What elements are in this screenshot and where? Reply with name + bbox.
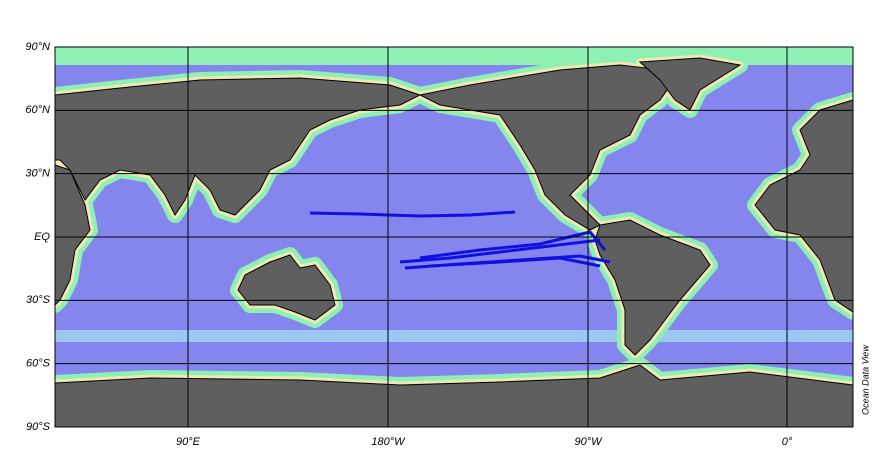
graticule	[55, 47, 853, 427]
cruise-track	[309, 210, 516, 218]
lat-label: EQ	[34, 231, 50, 243]
lon-label: 180°W	[371, 436, 406, 448]
lon-label: 0°	[782, 436, 793, 448]
lat-label: 90°S	[26, 421, 51, 433]
lat-label: 60°S	[26, 358, 51, 370]
lon-label: 90°W	[574, 436, 603, 448]
lat-label: 30°N	[25, 168, 50, 180]
southern-ridge	[55, 330, 853, 342]
lat-label: 90°N	[25, 41, 50, 53]
map-area	[55, 47, 853, 427]
cruise-track	[399, 230, 611, 270]
lon-label: 90°E	[176, 436, 201, 448]
lat-label: 60°N	[25, 104, 50, 116]
frame	[54, 46, 854, 428]
lat-label: 30°S	[26, 294, 51, 306]
watermark: Ocean Data View	[860, 345, 870, 415]
